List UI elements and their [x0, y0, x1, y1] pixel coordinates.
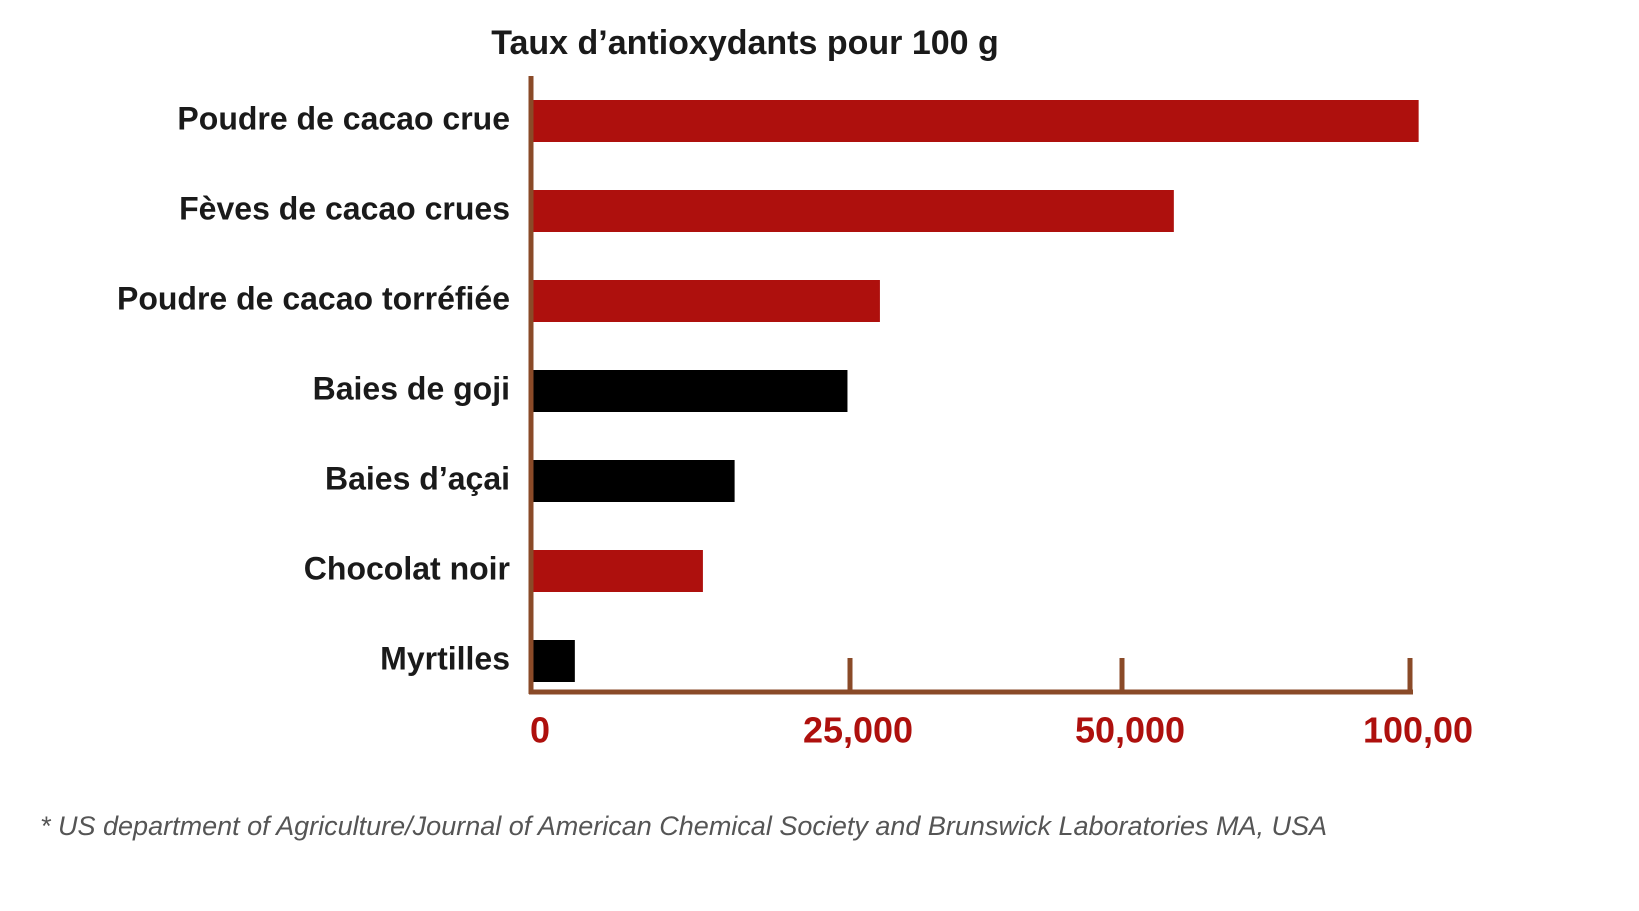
category-label: Fèves de cacao crues [179, 190, 510, 226]
bar [533, 370, 848, 412]
x-tick-label: 0 [530, 710, 550, 751]
category-label: Baies d’açai [325, 460, 510, 496]
bar [533, 640, 575, 682]
category-label: Chocolat noir [304, 550, 510, 586]
category-label: Baies de goji [313, 370, 510, 406]
category-label: Myrtilles [380, 640, 510, 676]
x-tick-label: 50,000 [1075, 710, 1185, 751]
bar [533, 550, 703, 592]
bar [533, 460, 735, 502]
bar [533, 100, 1419, 142]
chart-title: Taux d’antioxydants pour 100 g [491, 24, 999, 62]
footnote: * US department of Agriculture/Journal o… [40, 811, 1327, 841]
bar [533, 280, 880, 322]
category-label: Poudre de cacao torréfiée [117, 280, 510, 316]
category-label: Poudre de cacao crue [177, 100, 510, 136]
x-tick-label: 100,00 [1363, 710, 1473, 751]
x-tick-label: 25,000 [803, 710, 913, 751]
bar [533, 190, 1174, 232]
